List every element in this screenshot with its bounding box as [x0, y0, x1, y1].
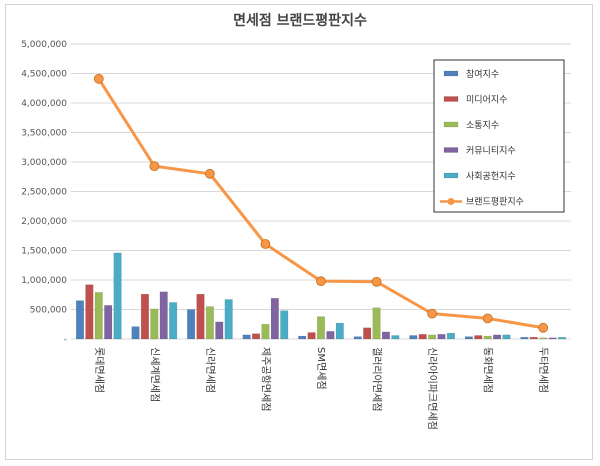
- bar: [409, 335, 418, 340]
- bar: [557, 336, 567, 340]
- bar: [131, 326, 140, 340]
- y-tick-label: 5,000,000: [21, 40, 67, 50]
- bar: [446, 332, 455, 340]
- y-tick-label: 4,500,000: [21, 70, 67, 80]
- bar: [372, 307, 381, 340]
- x-tick-label: SM면세점: [315, 347, 327, 390]
- bar: [150, 308, 159, 340]
- bar: [474, 335, 483, 340]
- legend-swatch: [443, 121, 459, 128]
- line-point: [538, 322, 549, 333]
- line-point: [316, 276, 326, 287]
- bar: [187, 309, 196, 340]
- bar: [75, 300, 85, 340]
- bar: [335, 322, 344, 340]
- bar: [437, 334, 446, 340]
- y-tick-label: 500,000: [30, 306, 67, 316]
- bar: [326, 331, 335, 340]
- x-tick-label: 롯데면세점: [93, 347, 105, 393]
- bar: [539, 337, 548, 340]
- y-tick-label: 1,500,000: [21, 247, 67, 257]
- y-tick-label: 3,500,000: [21, 129, 67, 139]
- x-tick-label: 신라면세점: [204, 347, 216, 393]
- legend-swatch: [443, 172, 459, 179]
- bar: [493, 334, 502, 340]
- chart-svg: 면세점 브랜드평판지수 - 500,000 1,000,000 1,500,000 2,…: [21, 12, 571, 430]
- chart-title: 면세점 브랜드평판지수: [233, 12, 367, 29]
- bar: [215, 321, 224, 340]
- legend-marker: [447, 198, 455, 205]
- x-tick-label: 두타면세점: [537, 347, 549, 393]
- x-axis-labels: 롯데면세점 신세계면세점 신라면세점 제주공항면세점 SM면세점 갤러리아면세점 신라아이파…: [93, 347, 549, 430]
- legend-label: 소통지수: [466, 120, 499, 131]
- y-tick-label: 1,000,000: [21, 276, 67, 286]
- line-point: [93, 73, 104, 84]
- bar: [307, 332, 316, 340]
- bar: [140, 293, 149, 340]
- bar: [205, 306, 214, 340]
- line-point: [427, 308, 438, 319]
- y-tick-label: 3,000,000: [21, 158, 67, 168]
- x-tick-label: 갤러리아면세점: [371, 347, 383, 411]
- bar: [159, 291, 168, 340]
- bar: [381, 331, 391, 340]
- x-tick-label: 신세계면세점: [148, 347, 160, 402]
- y-tick-label: 2,500,000: [21, 188, 67, 198]
- bar: [242, 334, 251, 340]
- x-tick-label: 동화면세점: [482, 347, 494, 393]
- bar: [353, 336, 362, 340]
- legend-swatch: [443, 147, 459, 153]
- bar: [363, 327, 372, 340]
- bar: [196, 293, 205, 340]
- legend-label: 커뮤니티지수: [466, 146, 516, 157]
- legend-swatch: [443, 70, 459, 77]
- bar: [280, 310, 289, 340]
- legend-swatch: [443, 96, 459, 102]
- bar: [251, 333, 261, 340]
- brand-index-line: [93, 73, 549, 333]
- bar: [224, 299, 233, 340]
- bar: [428, 334, 437, 340]
- line-point: [482, 313, 493, 324]
- y-tick-label: 4,000,000: [21, 99, 67, 109]
- bar: [520, 336, 529, 340]
- bar: [391, 335, 400, 340]
- bar: [316, 316, 326, 340]
- bar: [113, 252, 122, 340]
- bar: [298, 335, 307, 340]
- legend-box: [433, 59, 565, 213]
- bar: [464, 336, 473, 340]
- bar: [418, 334, 427, 340]
- bar: [261, 324, 270, 340]
- bars: [75, 252, 567, 340]
- bar: [85, 284, 94, 340]
- y-tick-label: 2,000,000: [21, 217, 67, 227]
- bar: [548, 337, 557, 340]
- x-tick-label: 신라아이파크면세점: [426, 347, 438, 430]
- legend-label: 브랜드평판지수: [466, 197, 524, 208]
- bar: [169, 302, 178, 340]
- y-tick-label: -: [64, 335, 67, 345]
- bar: [502, 334, 511, 340]
- bar: [529, 336, 538, 340]
- y-axis-ticks: - 500,000 1,000,000 1,500,000 2,000,000 2,500…: [21, 40, 67, 345]
- legend-label: 참여지수: [466, 68, 499, 80]
- legend-label: 사회공헌지수: [466, 171, 516, 182]
- bar: [104, 305, 113, 340]
- line-point: [260, 239, 271, 249]
- line-point: [204, 168, 215, 179]
- line-point: [149, 161, 160, 172]
- chart-frame: 면세점 브랜드평판지수 - 500,000 1,000,000 1,500,000 2,…: [5, 4, 593, 460]
- bar: [270, 298, 279, 340]
- line-point: [371, 276, 382, 287]
- bar: [483, 335, 492, 340]
- x-tick-label: 제주공항면세점: [259, 347, 271, 411]
- bar: [94, 292, 103, 340]
- legend-label: 미디어지수: [466, 95, 507, 106]
